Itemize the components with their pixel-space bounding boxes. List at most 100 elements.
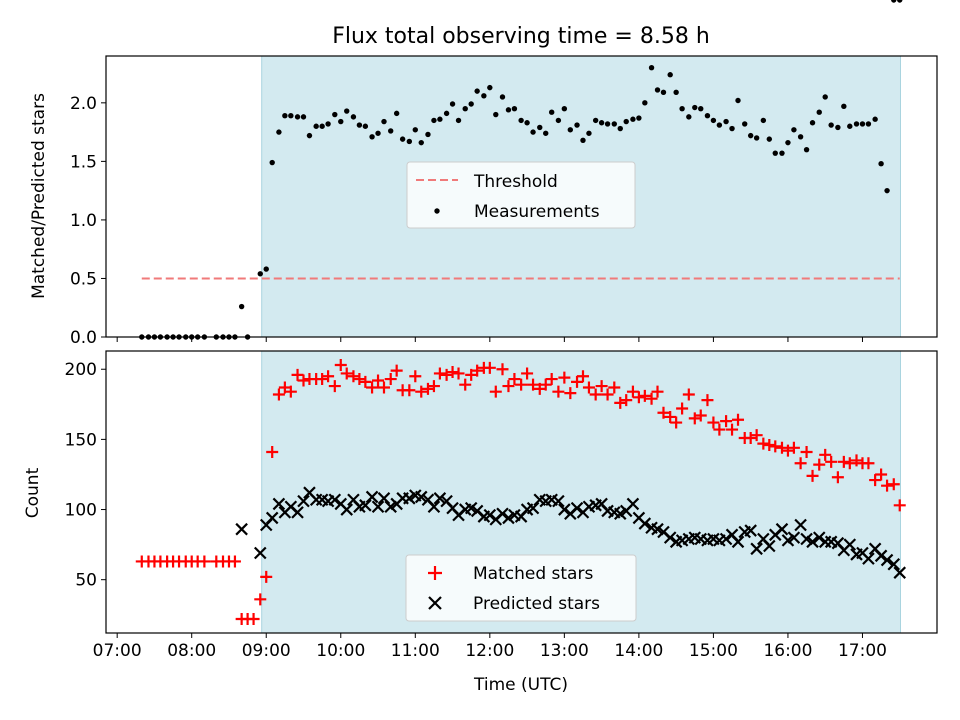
measurement-point [822, 94, 828, 100]
measurement-point [891, 0, 897, 3]
predicted-star-point [874, 549, 888, 563]
measurement-point [760, 117, 767, 124]
measurement-point [742, 121, 748, 127]
x-tick-label: 08:00 [167, 641, 216, 661]
measurement-point [729, 125, 735, 132]
predicted-star-point [794, 518, 807, 532]
measurement-point [897, 0, 903, 3]
matched-star-point [284, 385, 297, 398]
measurement-point [630, 116, 636, 122]
matched-star-point [601, 388, 614, 401]
bottom-panel: 50 100 150 200 07:00 08:00 09:00 10:00 11:00 12:… [23, 350, 938, 695]
matched-star-point [825, 455, 838, 468]
measurement-point [362, 123, 369, 129]
measurement-point [499, 94, 506, 100]
top-y-axis: 0.0 0.5 1.0 1.5 2.0 [70, 94, 106, 348]
measurement-point [356, 122, 363, 128]
predicted-star-point [787, 531, 801, 544]
bottom-y-tick-label: 200 [65, 360, 97, 380]
measurement-point [505, 107, 512, 113]
measurement-point [667, 72, 673, 78]
x-tick-label: 15:00 [689, 641, 738, 661]
matched-star-point [483, 361, 496, 374]
bottom-plot-frame [105, 350, 938, 634]
predicted-star-point [328, 493, 342, 506]
measurement-point [853, 121, 860, 127]
measurement-point [636, 115, 642, 121]
bottom-legend: Matched stars Predicted stars [405, 554, 637, 622]
measurement-point [660, 89, 667, 95]
predicted-legend-label: Predicted stars [473, 594, 600, 614]
measurement-point [238, 303, 245, 310]
top-y-tick-label: 2.0 [70, 94, 97, 114]
measurement-point [779, 150, 785, 156]
predicted-star-point [291, 506, 304, 519]
matched-star-point [850, 454, 863, 467]
predicted-star-point [526, 501, 540, 515]
measurement-point [548, 109, 555, 115]
measurement-point [884, 187, 890, 194]
measurement-point [747, 132, 754, 139]
bottom-y-tick-label: 100 [65, 501, 97, 521]
predicted-star-point [775, 522, 789, 536]
predicted-star-point [433, 492, 447, 505]
matched-star-point [272, 388, 285, 401]
predicted-star-point [719, 532, 733, 546]
measurement-point [487, 84, 493, 91]
matched-star-point [316, 373, 329, 386]
measurement-point [543, 130, 549, 136]
measurement-point [673, 89, 679, 95]
matched-star-point [260, 570, 273, 583]
top-data-layer [139, 0, 903, 340]
measurement-point [388, 128, 394, 134]
matched-star-point [576, 370, 589, 383]
measurement-point [567, 127, 574, 133]
measurement-point [704, 113, 711, 119]
matched-star-point [813, 458, 826, 471]
measurement-point [816, 109, 822, 115]
matched-star-point [664, 410, 677, 423]
measurement-point [319, 123, 325, 129]
measurements-legend-swatch [434, 208, 440, 214]
predicted-star-point [893, 566, 907, 579]
matched-star-point [340, 367, 353, 380]
matched-star-point [869, 474, 882, 487]
bottom-legend-box [405, 554, 637, 622]
predicted-star-point [626, 497, 640, 511]
predicted-star-point [763, 539, 776, 553]
measurement-point [828, 122, 834, 128]
measurement-point [878, 161, 884, 167]
matched-star-point [682, 388, 695, 401]
x-tick-label: 12:00 [465, 641, 514, 661]
matched-star-point [819, 448, 832, 461]
matched-star-point [831, 471, 844, 484]
top-panel: 0.00.51.01.52.0 Matched/Predicted stars … [29, 0, 938, 348]
measurement-point [716, 122, 723, 128]
matched-star-point [489, 385, 502, 398]
matched-star-point [359, 375, 372, 388]
threshold-legend-label: Threshold [473, 172, 558, 192]
matched-star-point [614, 396, 627, 409]
matched-star-point [508, 373, 521, 386]
measurement-point [375, 130, 381, 136]
predicted-star-point [558, 503, 571, 516]
measurement-point [537, 124, 543, 131]
matched-star-point [632, 391, 645, 404]
matched-star-point [688, 412, 701, 425]
matched-star-point [322, 370, 335, 383]
predicted-star-point [812, 531, 826, 544]
measurement-point [872, 116, 878, 122]
matched-star-point [421, 382, 434, 395]
measurement-point [592, 117, 599, 124]
predicted-star-point [862, 552, 875, 565]
measurement-point [654, 87, 661, 93]
matched-star-point [620, 394, 633, 407]
measurement-point [809, 120, 816, 126]
predicted-star-point [880, 553, 894, 567]
measurement-point [679, 105, 685, 112]
matched-star-point [732, 413, 745, 426]
predicted-star-point [731, 535, 745, 549]
matched-star-point [800, 446, 813, 459]
matched-star-point [415, 385, 428, 398]
